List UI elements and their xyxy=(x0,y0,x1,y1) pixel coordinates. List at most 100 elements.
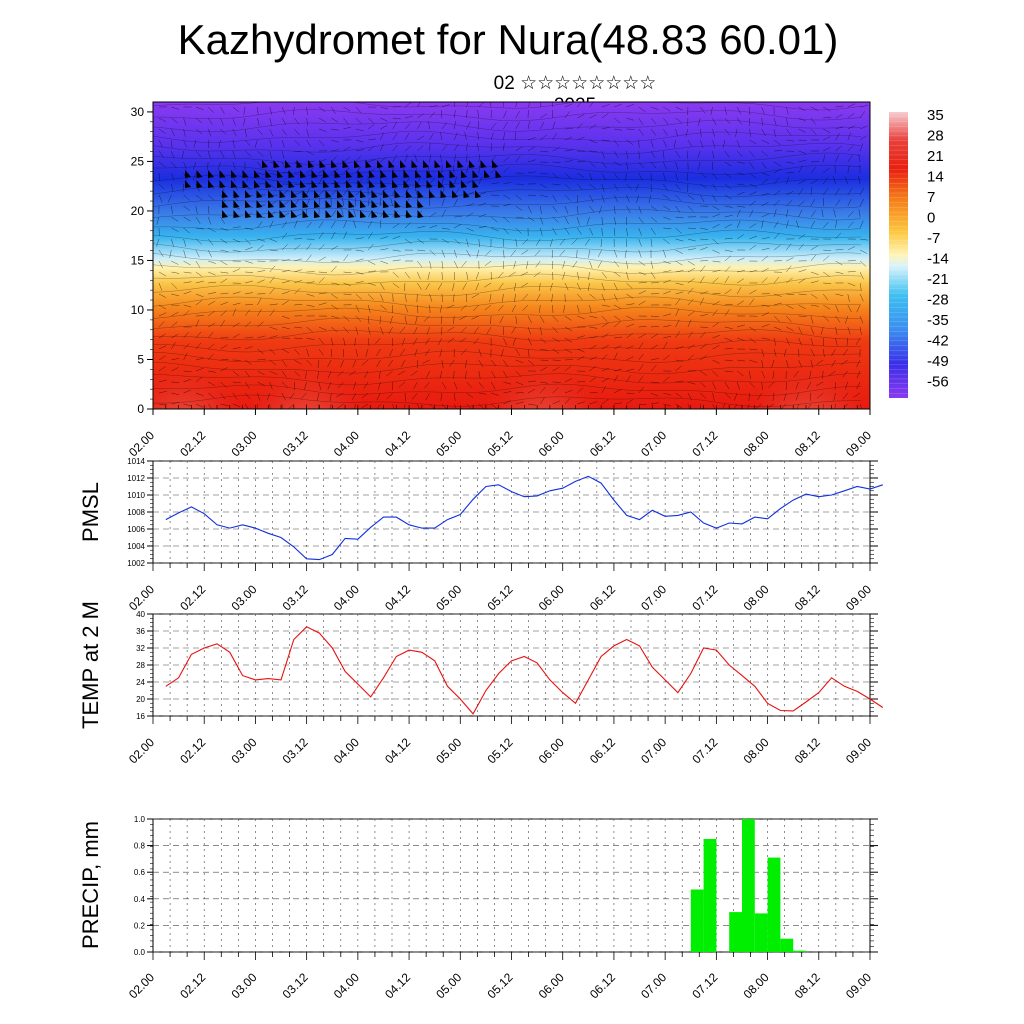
wind-barb xyxy=(371,210,378,218)
wind-vector xyxy=(208,403,213,409)
wind-vector xyxy=(449,359,455,367)
wind-vector xyxy=(675,270,684,273)
wind-vector xyxy=(503,227,509,235)
wind-vector xyxy=(220,381,227,388)
wind-vector xyxy=(503,400,511,405)
wind-vector xyxy=(404,403,406,409)
wind-vector xyxy=(577,161,586,163)
wind-vector xyxy=(306,150,314,156)
x-tick-label: 04.12 xyxy=(382,735,413,766)
wind-vector xyxy=(269,335,278,339)
wind-vector xyxy=(306,337,315,340)
wind-vector xyxy=(361,403,369,409)
wind-vector xyxy=(343,156,350,163)
wind-vector xyxy=(601,150,605,159)
wind-vector xyxy=(428,121,430,130)
wind-vector xyxy=(392,271,399,278)
wind-vector xyxy=(465,370,467,379)
wind-vector xyxy=(269,220,274,229)
wind-vector xyxy=(158,172,161,181)
wind-vector xyxy=(613,227,616,236)
wind-vector xyxy=(650,150,656,158)
wind-vector xyxy=(484,260,492,267)
wind-vector xyxy=(577,102,582,108)
wind-vector xyxy=(207,205,210,214)
wind-barb xyxy=(314,200,320,208)
wind-vector xyxy=(208,260,216,264)
wind-vector xyxy=(687,150,689,159)
isotherm-contour xyxy=(153,130,862,143)
wind-vector xyxy=(294,117,300,125)
x-tick-label: 03.12 xyxy=(280,428,311,459)
isotherm-contour xyxy=(153,329,862,342)
wind-vector xyxy=(663,128,668,136)
x-tick-label: 09.00 xyxy=(843,970,874,1001)
wind-vector xyxy=(798,234,806,240)
wind-vector xyxy=(847,270,856,273)
wind-vector xyxy=(490,359,497,367)
wind-vector xyxy=(232,106,240,113)
wind-vector xyxy=(453,110,456,119)
wind-vector xyxy=(208,281,217,284)
wind-vector xyxy=(318,348,324,356)
wind-vector xyxy=(687,344,695,350)
wind-vector xyxy=(796,220,799,229)
wind-vector xyxy=(368,282,376,286)
wind-vector xyxy=(663,313,672,317)
wind-vector xyxy=(761,192,770,196)
wind-barb xyxy=(380,170,387,178)
wind-barb xyxy=(429,190,435,198)
wind-barb xyxy=(415,180,421,188)
wind-vector xyxy=(195,106,204,111)
wind-vector xyxy=(220,117,224,126)
wind-vector xyxy=(589,336,598,339)
wind-vector xyxy=(473,326,479,334)
wind-vector xyxy=(183,343,190,350)
wind-vector xyxy=(513,260,516,269)
wind-vector xyxy=(478,191,487,196)
wind-vector xyxy=(626,139,634,145)
wind-barb xyxy=(325,200,332,208)
wind-vector xyxy=(589,345,597,350)
wind-vector xyxy=(724,359,733,361)
wind-vector xyxy=(614,345,622,350)
wind-barb xyxy=(256,210,263,218)
wind-vector xyxy=(786,117,789,126)
wind-vector xyxy=(183,389,192,394)
wind-vector xyxy=(736,220,741,229)
wind-vector xyxy=(809,370,812,379)
wind-vector xyxy=(626,271,629,280)
wind-vector xyxy=(564,216,569,225)
wind-vector xyxy=(380,220,382,229)
wind-vector xyxy=(257,117,260,126)
wind-vector xyxy=(281,221,288,229)
wind-vector xyxy=(244,128,247,137)
wind-vector xyxy=(414,348,418,357)
wind-vector xyxy=(563,304,566,313)
wind-vector xyxy=(306,293,315,297)
wind-vector xyxy=(835,154,839,163)
wind-vector xyxy=(294,258,303,262)
wind-vector xyxy=(613,374,619,383)
wind-vector xyxy=(441,122,447,130)
wind-vector xyxy=(306,128,310,137)
wind-barb xyxy=(311,170,318,178)
wind-vector xyxy=(220,271,229,274)
wind-vector xyxy=(158,260,163,269)
wind-barb xyxy=(279,190,286,198)
wind-vector xyxy=(232,268,241,273)
wind-vector xyxy=(355,258,364,262)
wind-vector xyxy=(847,246,856,251)
wind-barb xyxy=(383,200,389,208)
wind-vector xyxy=(158,345,167,350)
wind-vector xyxy=(417,260,423,268)
wind-vector xyxy=(376,403,381,409)
wind-vector xyxy=(171,381,180,384)
wind-vector xyxy=(195,293,204,298)
wind-vector xyxy=(773,168,782,174)
wind-vector xyxy=(786,176,790,185)
wind-vector xyxy=(195,271,203,277)
wind-vector xyxy=(491,194,500,196)
wind-vector xyxy=(795,381,799,390)
wind-barb xyxy=(392,170,398,178)
